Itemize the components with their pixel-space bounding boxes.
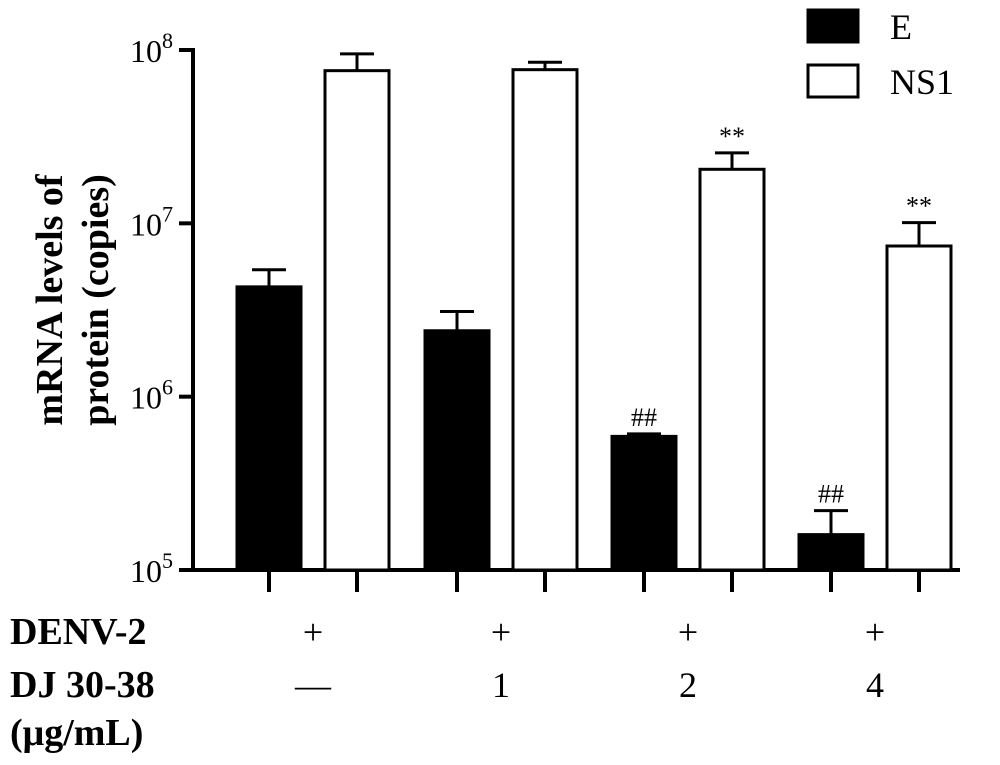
y-axis-label-line-1: mRNA levels of xyxy=(29,173,71,426)
condition-value: + xyxy=(678,612,698,652)
bar-e xyxy=(423,329,491,572)
significance-label: ## xyxy=(631,403,657,432)
bar-ns1 xyxy=(698,167,766,572)
significance-label: ** xyxy=(906,192,932,221)
condition-row-label: (μg/mL) xyxy=(10,712,143,754)
condition-value: + xyxy=(491,612,511,652)
condition-value: + xyxy=(865,612,885,652)
legend-label-ns1: NS1 xyxy=(890,62,954,102)
y-axis-label-line-2: protein (copies) xyxy=(75,174,117,426)
condition-value: 2 xyxy=(679,665,697,705)
bar-ns1 xyxy=(511,68,579,572)
significance-label: ## xyxy=(818,480,844,509)
bar-e xyxy=(235,285,303,572)
condition-row-label: DENV-2 xyxy=(10,611,147,653)
legend-swatch-e xyxy=(806,8,860,44)
condition-table: DENV-2 + + + + DJ 30-38 — 1 2 4 (μg/mL) xyxy=(10,611,885,754)
y-tick-label: 108 xyxy=(130,28,173,69)
x-axis xyxy=(191,568,960,592)
condition-value: 4 xyxy=(866,665,884,705)
legend-swatch-ns1 xyxy=(806,63,860,99)
y-tick-label: 105 xyxy=(130,548,173,589)
legend-label-e: E xyxy=(890,7,912,47)
bar-ns1 xyxy=(885,244,953,572)
condition-value: 1 xyxy=(492,665,510,705)
y-tick-label: 107 xyxy=(130,201,173,242)
y-axis: 105 106 107 108 xyxy=(130,28,195,589)
legend: E NS1 xyxy=(806,7,954,102)
y-tick-label: 106 xyxy=(130,375,173,416)
y-axis-label: mRNA levels of protein (copies) xyxy=(29,173,117,426)
condition-row-label: DJ 30-38 xyxy=(10,664,155,706)
bar-e xyxy=(797,533,865,572)
condition-value: + xyxy=(303,612,323,652)
condition-value: — xyxy=(294,665,332,705)
bar-e xyxy=(610,434,678,572)
bars: ## ## ** ** xyxy=(235,52,953,572)
significance-label: ** xyxy=(719,122,745,151)
bar-ns1 xyxy=(323,69,391,572)
